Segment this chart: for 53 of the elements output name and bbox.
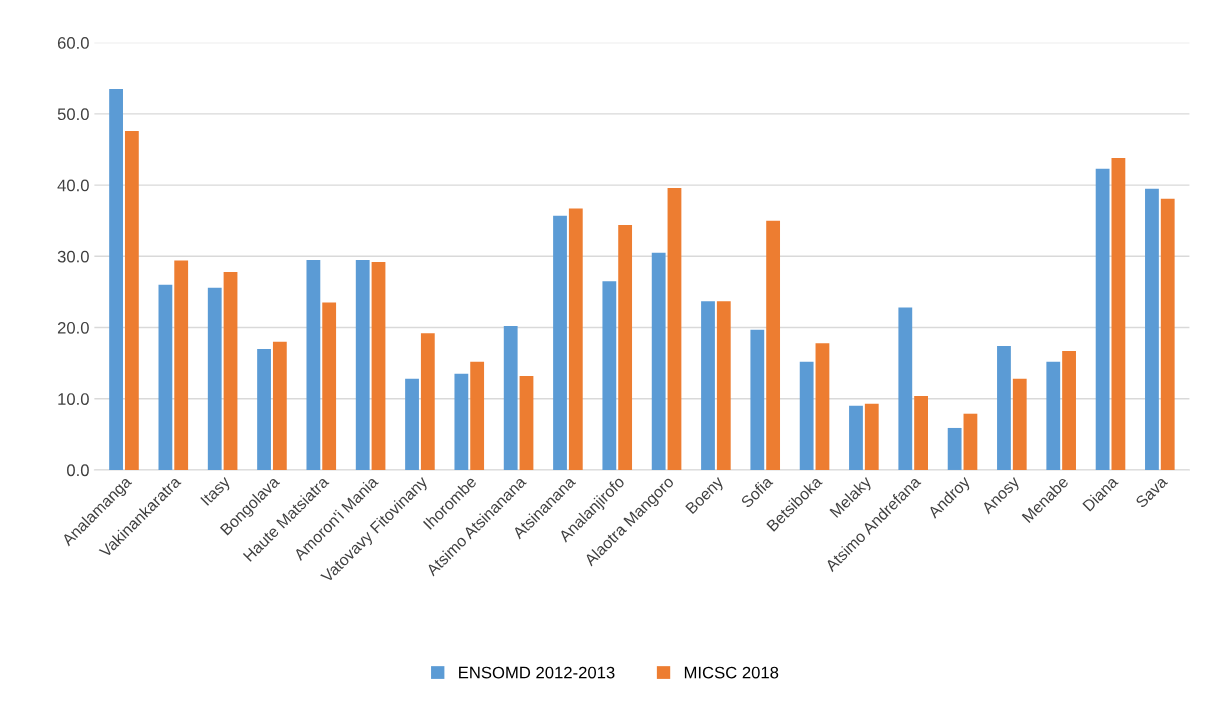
bar <box>1160 198 1175 470</box>
bar <box>519 375 534 470</box>
bar <box>405 378 419 470</box>
bar <box>223 271 238 470</box>
y-tick-label: 10.0 <box>58 393 89 405</box>
bar <box>322 302 337 470</box>
legend-label: ENSOMD 2012-2013 <box>459 666 615 679</box>
bar <box>618 224 633 470</box>
bar <box>1012 378 1027 470</box>
bar <box>1095 168 1110 470</box>
bar <box>1046 361 1061 470</box>
bar <box>864 403 879 470</box>
bar <box>306 259 321 470</box>
bar <box>553 215 567 470</box>
bar <box>667 187 682 470</box>
bar <box>914 395 928 470</box>
bar <box>898 307 913 470</box>
bar <box>470 361 485 470</box>
bar <box>849 405 863 470</box>
bar <box>963 413 978 470</box>
bar <box>701 301 715 470</box>
bar <box>158 284 173 470</box>
legend-label: MICSC 2018 <box>684 666 779 679</box>
bar <box>174 260 189 470</box>
bar <box>207 287 222 470</box>
bar <box>766 220 781 470</box>
y-tick-label: 50.0 <box>57 108 89 121</box>
bar <box>716 301 731 470</box>
bar <box>371 262 386 470</box>
bar <box>272 341 287 470</box>
bar <box>1062 351 1076 470</box>
bar <box>815 343 830 470</box>
bar <box>355 259 370 470</box>
bar <box>568 208 583 470</box>
bar <box>602 281 617 470</box>
y-tick-label: 20.0 <box>57 321 89 334</box>
y-tick-label: 0.0 <box>67 464 89 477</box>
bar <box>750 329 765 470</box>
bar <box>1145 188 1159 470</box>
bar <box>109 88 123 470</box>
bar <box>651 252 666 470</box>
y-tick-label: 30.0 <box>57 250 89 263</box>
bar <box>1111 158 1126 470</box>
bar <box>997 346 1011 470</box>
bar <box>124 130 139 470</box>
bar <box>503 326 518 470</box>
y-tick-label: 40.0 <box>57 179 89 192</box>
y-tick-label: 60.0 <box>57 37 89 49</box>
bar <box>420 333 435 470</box>
bar <box>454 373 469 470</box>
bar <box>799 361 814 470</box>
bar <box>947 427 962 470</box>
bar <box>257 348 271 470</box>
